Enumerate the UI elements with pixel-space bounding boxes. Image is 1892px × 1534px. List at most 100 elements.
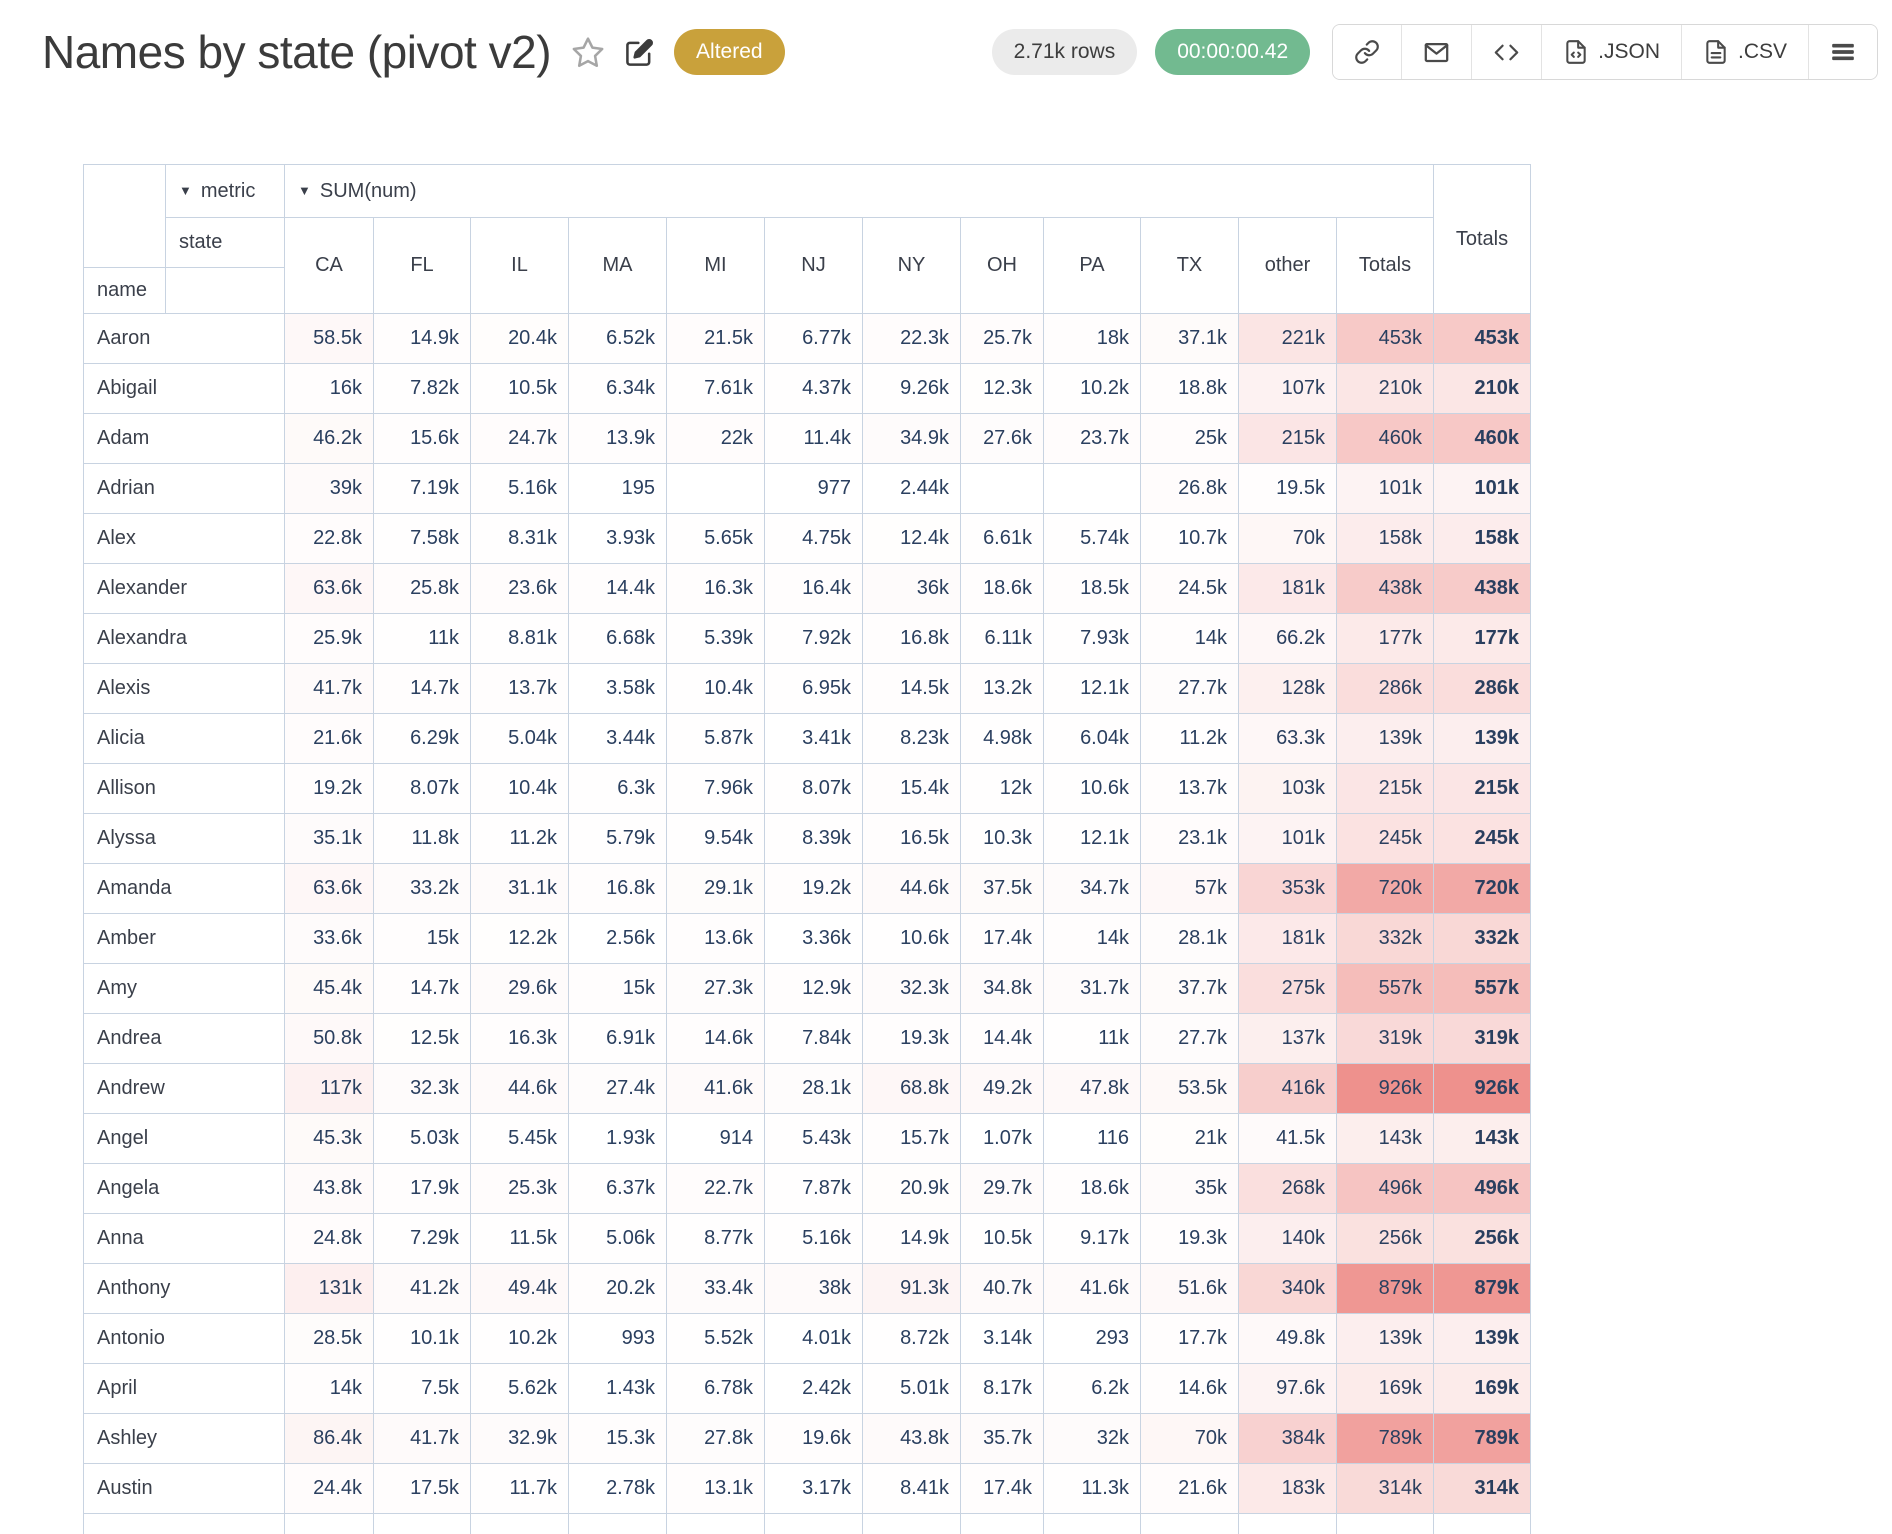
pivot-cell: 12.5k: [373, 1013, 471, 1064]
pivot-cell: 6.11k: [960, 613, 1044, 664]
pivot-cell: 37.1k: [1140, 313, 1239, 364]
table-row: Ashley 86.4k 41.7k 32.9k 15.3k 27.8k 19.6k 43.8…: [83, 1413, 1531, 1464]
pivot-cell: 319k: [1336, 1013, 1434, 1064]
pivot-cell: 14k: [1140, 613, 1239, 664]
table-row: Amy 45.4k 14.7k 29.6k 15k 27.3k 12.9k 32.3k 34.8…: [83, 963, 1531, 1014]
pivot-cell: 10.4k: [666, 663, 765, 714]
row-header: Aaron: [83, 313, 285, 364]
row-header: Anthony: [83, 1263, 285, 1314]
row-header: Andrew: [83, 1063, 285, 1114]
pivot-cell: 86.4k: [284, 1413, 374, 1464]
row-header: Alex: [83, 513, 285, 564]
pivot-cell: 183k: [1238, 1463, 1337, 1514]
pivot-cell: 24.7k: [470, 413, 569, 464]
pivot-cell: 70k: [1238, 513, 1337, 564]
pivot-cell: 63.6k: [284, 563, 374, 614]
pivot-cell: 926k: [1336, 1063, 1434, 1114]
pivot-cell: 57k: [1140, 863, 1239, 914]
row-total-cell: 438k: [1433, 563, 1531, 614]
pivot-cell: 18.5k: [1043, 563, 1141, 614]
pivot-cell: 314k: [1336, 1463, 1434, 1514]
embed-button[interactable]: [1471, 25, 1542, 79]
pivot-cell: 23.1k: [1140, 813, 1239, 864]
pivot-cell: 28.1k: [1140, 913, 1239, 964]
star-icon[interactable]: [571, 35, 605, 69]
link-icon: [1355, 40, 1379, 64]
pivot-cell: 18k: [1043, 313, 1141, 364]
pivot-cell: 37.7k: [1140, 963, 1239, 1014]
table-row-partial: [83, 1513, 1531, 1534]
pivot-cell: 5.62k: [470, 1363, 569, 1414]
row-total-cell: 158k: [1433, 513, 1531, 564]
table-row: Andrea 50.8k 12.5k 16.3k 6.91k 14.6k 7.84k 19.3…: [83, 1013, 1531, 1064]
pivot-cell: 8.31k: [470, 513, 569, 564]
pivot-cell: 28.1k: [764, 1063, 863, 1114]
pivot-cell: 13.7k: [1140, 763, 1239, 814]
pivot-cell: 49.4k: [470, 1263, 569, 1314]
edit-icon[interactable]: [625, 38, 654, 67]
pivot-cell: 8.39k: [764, 813, 863, 864]
menu-button[interactable]: [1808, 25, 1877, 79]
col-attr-label: state: [165, 217, 285, 268]
pivot-cell: 103k: [1238, 763, 1337, 814]
pivot-cell: 53.5k: [1140, 1063, 1239, 1114]
pivot-cell: 19.6k: [764, 1413, 863, 1464]
pivot-cell: 16.3k: [470, 1013, 569, 1064]
pivot-table-container: ▼ metric ▼ SUM(num) Totals state CA FL IL MA MI NJ N…: [83, 164, 1531, 1534]
export-csv-button[interactable]: .CSV: [1680, 25, 1808, 79]
column-header-ca: CA: [284, 217, 374, 314]
row-header: Adrian: [83, 463, 285, 514]
pivot-cell: 221k: [1238, 313, 1337, 364]
row-total-cell: 286k: [1433, 663, 1531, 714]
pivot-cell: 353k: [1238, 863, 1337, 914]
pivot-cell: 557k: [1336, 963, 1434, 1014]
export-json-button[interactable]: .JSON: [1541, 25, 1681, 79]
pivot-cell: 10.5k: [470, 363, 569, 414]
status-badge: Altered: [674, 29, 785, 75]
pivot-cell: 10.3k: [960, 813, 1044, 864]
row-total-cell: 245k: [1433, 813, 1531, 864]
column-header-other: other: [1238, 217, 1337, 314]
pivot-cell: 4.98k: [960, 713, 1044, 764]
pivot-cell: 5.43k: [764, 1113, 863, 1164]
column-header-pa: PA: [1043, 217, 1141, 314]
pivot-cell: 8.17k: [960, 1363, 1044, 1414]
pivot-cell: 7.82k: [373, 363, 471, 414]
page-title: Names by state (pivot v2): [42, 26, 552, 78]
row-header: Austin: [83, 1463, 285, 1514]
pivot-cell: 496k: [1336, 1163, 1434, 1214]
row-header: Alicia: [83, 713, 285, 764]
pivot-cell: 6.52k: [568, 313, 667, 364]
table-row: Alex 22.8k 7.58k 8.31k 3.93k 5.65k 4.75k 12.4k 6…: [83, 513, 1531, 564]
metric-dropdown[interactable]: ▼ metric: [165, 164, 285, 218]
pivot-cell: 12.4k: [862, 513, 961, 564]
pivot-cell: 51.6k: [1140, 1263, 1239, 1314]
pivot-cell: 37.5k: [960, 863, 1044, 914]
pivot-cell: 33.6k: [284, 913, 374, 964]
pivot-cell: 8.23k: [862, 713, 961, 764]
file-text-icon: [1706, 40, 1726, 64]
aggregator-dropdown[interactable]: ▼ SUM(num): [284, 164, 1434, 218]
pivot-cell: 3.17k: [764, 1463, 863, 1514]
pivot-cell: [568, 1513, 667, 1534]
pivot-cell: 22.3k: [862, 313, 961, 364]
pivot-cell: 131k: [284, 1263, 374, 1314]
pivot-cell: 11.2k: [470, 813, 569, 864]
pivot-cell: 25.3k: [470, 1163, 569, 1214]
pivot-cell: 12k: [960, 763, 1044, 814]
email-button[interactable]: [1401, 25, 1472, 79]
pivot-cell: 20.4k: [470, 313, 569, 364]
column-header-oh: OH: [960, 217, 1044, 314]
envelope-icon: [1424, 42, 1449, 62]
pivot-cell: 70k: [1140, 1413, 1239, 1464]
pivot-cell: 31.7k: [1043, 963, 1141, 1014]
pivot-cell: 15.6k: [373, 413, 471, 464]
pivot-cell: 15.3k: [568, 1413, 667, 1464]
pivot-cell: 16.4k: [764, 563, 863, 614]
row-header: Alexander: [83, 563, 285, 614]
pivot-cell: 12.2k: [470, 913, 569, 964]
row-total-cell: 332k: [1433, 913, 1531, 964]
share-link-button[interactable]: [1333, 25, 1402, 79]
pivot-cell: 14.7k: [373, 963, 471, 1014]
row-header: Angel: [83, 1113, 285, 1164]
